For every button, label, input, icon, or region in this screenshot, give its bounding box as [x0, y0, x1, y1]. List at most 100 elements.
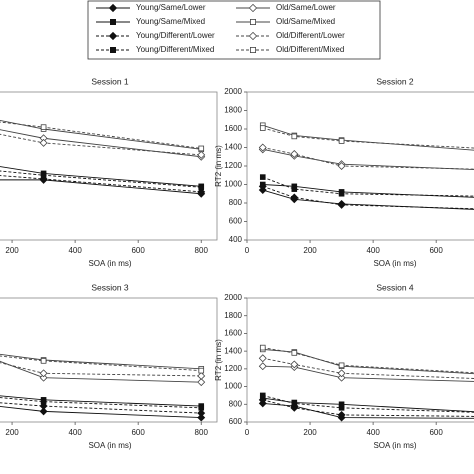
marker	[197, 371, 206, 380]
x-tick-label: 200	[5, 428, 19, 437]
marker	[249, 18, 256, 25]
y-tick-label: 1200	[224, 161, 242, 170]
series-line	[0, 129, 202, 158]
y-tick-label: 2000	[224, 87, 242, 96]
plot-area	[246, 91, 474, 241]
series-line	[262, 124, 474, 151]
marker	[337, 162, 346, 170]
x-axis-label: SOA (in ms)	[373, 441, 416, 450]
plot-area	[0, 297, 218, 423]
marker	[337, 373, 346, 382]
marker	[198, 145, 205, 152]
chart-title: Session 3	[91, 282, 129, 292]
legend-label: Young/Different/Lower	[136, 31, 215, 40]
marker	[337, 369, 346, 378]
y-tick-label: 1400	[224, 143, 242, 152]
series-line	[262, 147, 474, 170]
y-tick-label: 800	[229, 399, 243, 408]
y-axis-label: RT2 (in ms)	[214, 339, 223, 381]
x-tick-label: 200	[303, 428, 317, 437]
marker	[259, 392, 266, 399]
marker	[290, 193, 299, 202]
marker	[258, 354, 267, 363]
marker	[108, 31, 118, 41]
x-tick-label: 600	[429, 428, 443, 437]
marker	[39, 407, 48, 416]
marker	[40, 172, 47, 179]
legend-label: Old/Same/Lower	[276, 3, 336, 12]
plot-area	[246, 297, 474, 423]
series-line	[262, 357, 474, 379]
marker	[39, 373, 48, 382]
marker	[337, 410, 346, 419]
series-line	[262, 365, 474, 382]
y-tick-label: 2000	[224, 293, 242, 302]
y-tick-label: 1200	[224, 364, 242, 373]
series-line	[262, 185, 474, 210]
x-tick-label: 800	[195, 246, 209, 255]
y-tick-label: 800	[229, 198, 243, 207]
x-tick-label: 400	[366, 246, 380, 255]
marker	[198, 184, 205, 191]
legend-box	[87, 0, 381, 60]
x-tick-label: 200	[5, 246, 19, 255]
marker	[40, 124, 47, 130]
y-tick-label: 1400	[224, 346, 242, 355]
series-line	[0, 353, 202, 370]
marker	[291, 133, 298, 140]
marker	[197, 150, 206, 159]
marker	[291, 350, 298, 356]
series-line	[0, 133, 202, 156]
series-line	[0, 355, 202, 372]
x-tick-label: 0	[245, 428, 250, 437]
y-tick-label: 1000	[224, 382, 242, 391]
y-tick-label: 1600	[224, 329, 242, 338]
y-tick-label: 1600	[224, 124, 242, 133]
y-tick-label: 1800	[224, 106, 242, 115]
legend-label: Old/Different/Lower	[276, 31, 345, 40]
chart-title: Session 4	[376, 282, 414, 292]
x-axis-label: SOA (in ms)	[373, 259, 416, 268]
marker	[258, 362, 267, 371]
marker	[290, 150, 299, 158]
legend-label: Young/Same/Lower	[136, 3, 206, 12]
series-line	[262, 399, 474, 417]
marker	[197, 413, 206, 422]
series-line	[0, 170, 202, 188]
marker	[258, 182, 267, 191]
x-axis-label: SOA (in ms)	[88, 441, 131, 450]
y-tick-label: 400	[229, 235, 243, 244]
chart-title: Session 2	[376, 76, 414, 86]
series-line	[0, 166, 202, 187]
marker	[338, 190, 345, 197]
series-line	[0, 175, 202, 193]
legend-label: Old/Same/Mixed	[276, 17, 335, 26]
series-line	[262, 397, 474, 413]
legend-label: Young/Same/Mixed	[136, 17, 205, 26]
series-line	[0, 362, 202, 377]
x-axis-label: SOA (in ms)	[88, 259, 131, 268]
series-line	[0, 402, 202, 414]
x-tick-label: 400	[68, 246, 82, 255]
x-tick-label: 0	[245, 246, 250, 255]
y-tick-label: 600	[229, 417, 243, 426]
y-tick-label: 1800	[224, 311, 242, 320]
series-line	[262, 176, 474, 197]
plot-area	[0, 91, 218, 241]
series-line	[0, 179, 202, 195]
marker	[248, 3, 258, 13]
series-line	[0, 395, 202, 407]
series-line	[262, 394, 474, 413]
marker	[290, 360, 299, 369]
marker	[291, 400, 298, 407]
y-tick-label: 1000	[224, 180, 242, 189]
marker	[110, 47, 117, 54]
y-tick-label: 600	[229, 217, 243, 226]
marker	[338, 405, 345, 411]
marker	[291, 186, 298, 192]
series-line	[0, 406, 202, 419]
x-tick-label: 800	[195, 428, 209, 437]
marker	[108, 3, 118, 13]
series-line	[0, 360, 202, 383]
